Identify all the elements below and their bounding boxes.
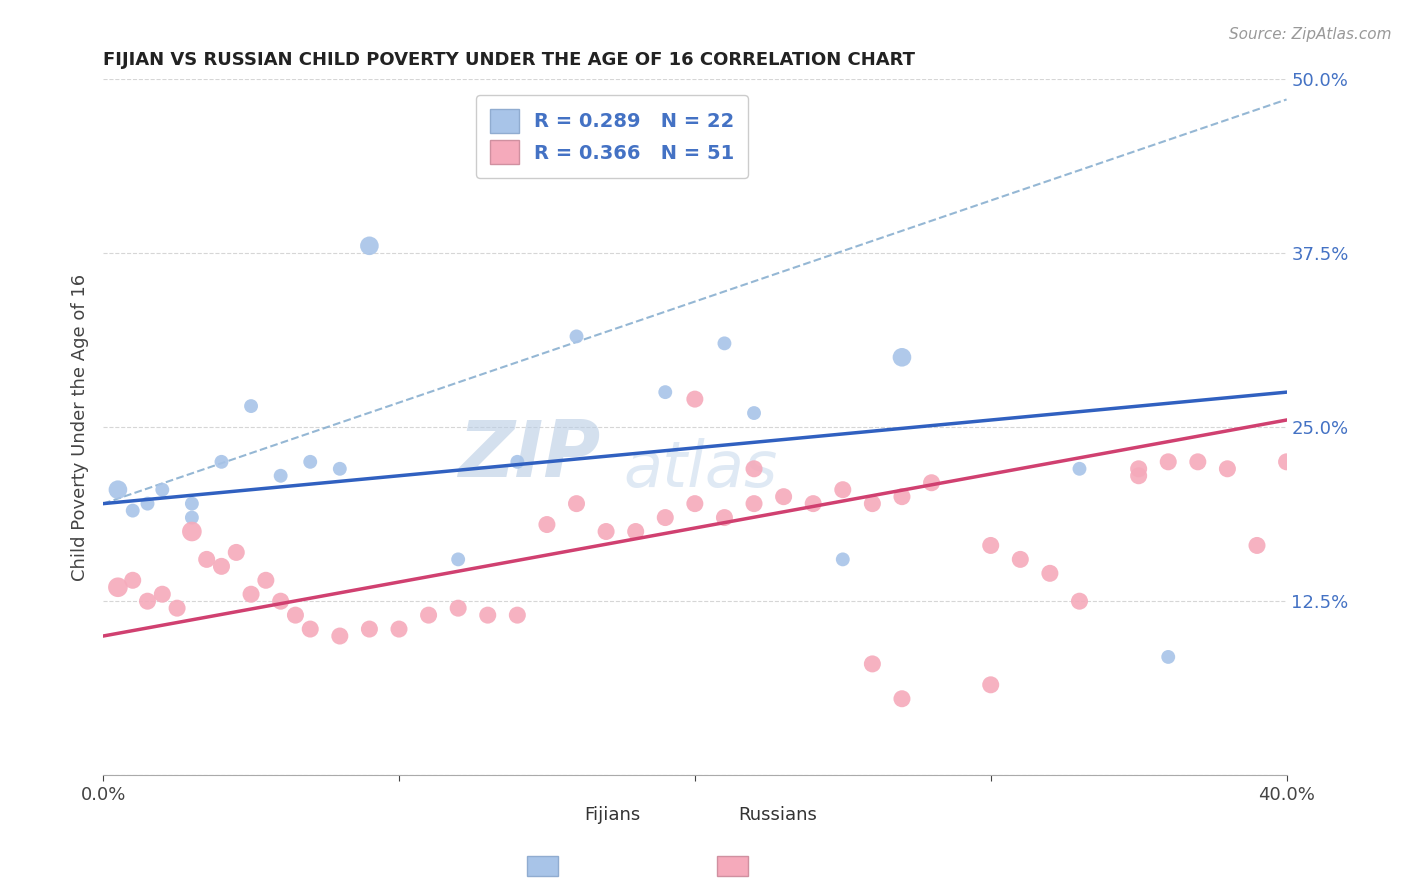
- Point: [211, 559, 233, 574]
- Point: [713, 336, 735, 351]
- Point: [180, 524, 202, 539]
- Point: [1069, 462, 1091, 476]
- Text: Fijians: Fijians: [583, 806, 640, 824]
- Point: [107, 580, 129, 594]
- Point: [1157, 649, 1180, 664]
- Point: [980, 678, 1002, 692]
- Point: [683, 497, 706, 511]
- Point: [270, 594, 292, 608]
- Point: [891, 691, 914, 706]
- Point: [921, 475, 943, 490]
- Point: [683, 392, 706, 406]
- Point: [742, 497, 765, 511]
- Point: [1128, 468, 1150, 483]
- Point: [447, 552, 470, 566]
- Point: [121, 574, 143, 588]
- Point: [180, 497, 202, 511]
- Point: [801, 497, 824, 511]
- Point: [1246, 538, 1268, 552]
- Point: [329, 462, 352, 476]
- Point: [654, 385, 676, 400]
- Point: [506, 455, 529, 469]
- Point: [254, 574, 277, 588]
- Point: [240, 587, 263, 601]
- Point: [565, 329, 588, 343]
- Point: [180, 510, 202, 524]
- Point: [150, 587, 173, 601]
- Point: [107, 483, 129, 497]
- Point: [860, 657, 883, 671]
- Point: [980, 538, 1002, 552]
- Point: [284, 608, 307, 623]
- Point: [713, 510, 735, 524]
- Point: [654, 510, 676, 524]
- Point: [225, 545, 247, 559]
- Point: [299, 622, 322, 636]
- Point: [329, 629, 352, 643]
- Point: [772, 490, 794, 504]
- Point: [565, 497, 588, 511]
- Point: [477, 608, 499, 623]
- Point: [1069, 594, 1091, 608]
- Point: [240, 399, 263, 413]
- Text: ZIP: ZIP: [458, 417, 600, 493]
- Point: [136, 594, 159, 608]
- Text: Source: ZipAtlas.com: Source: ZipAtlas.com: [1229, 27, 1392, 42]
- Point: [447, 601, 470, 615]
- Point: [121, 503, 143, 517]
- Point: [595, 524, 617, 539]
- Point: [1275, 455, 1298, 469]
- Point: [418, 608, 440, 623]
- Text: Russians: Russians: [738, 806, 817, 824]
- Point: [506, 608, 529, 623]
- Point: [860, 497, 883, 511]
- Point: [1010, 552, 1032, 566]
- Point: [195, 552, 218, 566]
- Point: [359, 622, 381, 636]
- Point: [831, 483, 853, 497]
- Point: [136, 497, 159, 511]
- Text: atlas: atlas: [624, 438, 778, 500]
- Point: [166, 601, 188, 615]
- Point: [891, 351, 914, 365]
- Text: FIJIAN VS RUSSIAN CHILD POVERTY UNDER THE AGE OF 16 CORRELATION CHART: FIJIAN VS RUSSIAN CHILD POVERTY UNDER TH…: [103, 51, 915, 69]
- Point: [1128, 462, 1150, 476]
- Point: [742, 462, 765, 476]
- Point: [1216, 462, 1239, 476]
- Point: [1187, 455, 1209, 469]
- Point: [270, 468, 292, 483]
- Point: [1039, 566, 1062, 581]
- Point: [359, 239, 381, 253]
- Point: [299, 455, 322, 469]
- Point: [624, 524, 647, 539]
- Legend: R = 0.289   N = 22, R = 0.366   N = 51: R = 0.289 N = 22, R = 0.366 N = 51: [475, 95, 748, 178]
- Y-axis label: Child Poverty Under the Age of 16: Child Poverty Under the Age of 16: [72, 274, 89, 581]
- Point: [388, 622, 411, 636]
- Point: [742, 406, 765, 420]
- Point: [536, 517, 558, 532]
- Point: [831, 552, 853, 566]
- Point: [211, 455, 233, 469]
- Point: [891, 490, 914, 504]
- Point: [150, 483, 173, 497]
- Point: [1157, 455, 1180, 469]
